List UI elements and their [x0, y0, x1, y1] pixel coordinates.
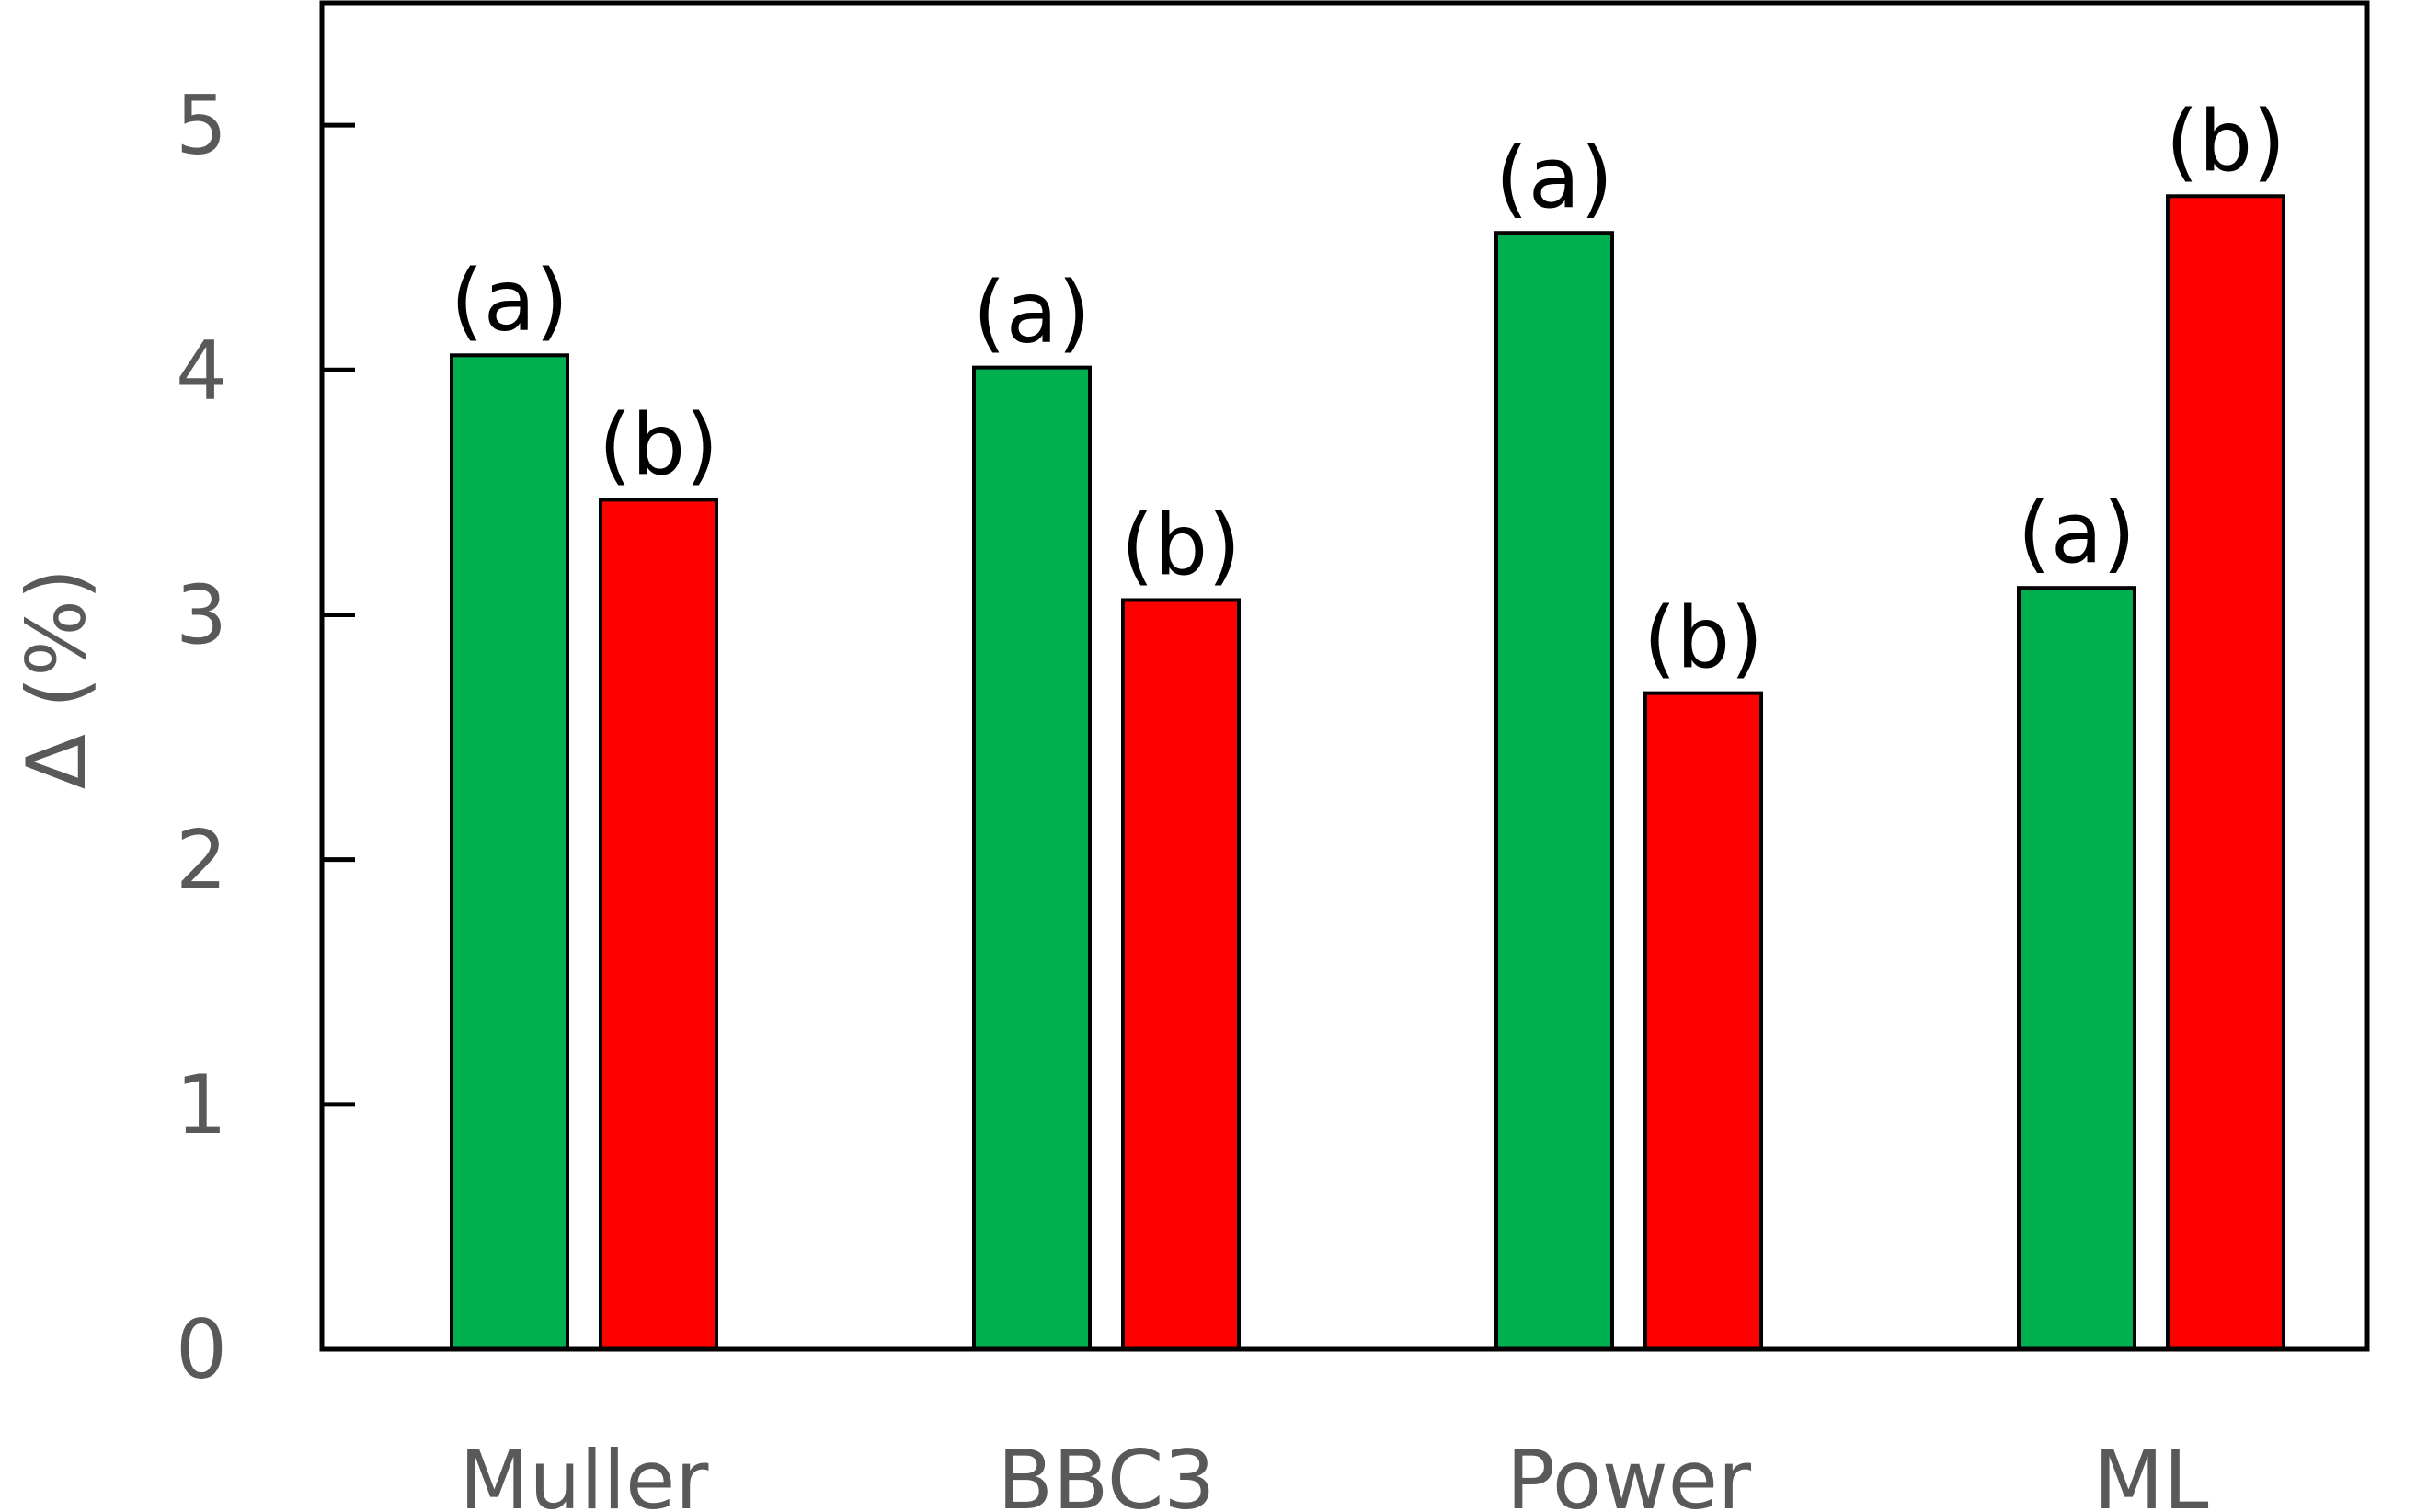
data-label-muller-b: (b)	[599, 395, 718, 494]
y-axis-title: Δ (%)	[9, 568, 104, 789]
bar-ml-a	[2017, 586, 2136, 1351]
x-category-label-ml: ML	[2094, 1433, 2209, 1512]
data-label-power-b: (b)	[1643, 590, 1763, 688]
x-category-label-bbc3: BBC3	[998, 1433, 1216, 1512]
data-labels: (a) (b) (a) (b) (a) (b) (a) (b)	[451, 92, 2285, 687]
data-label-muller-a: (a)	[451, 251, 568, 349]
data-label-ml-b: (b)	[2166, 92, 2285, 190]
bar-muller-b	[599, 498, 718, 1351]
y-tick-label-5: 5	[176, 78, 227, 173]
y-tick-label-4: 4	[176, 323, 227, 418]
bar-power-b	[1643, 691, 1763, 1351]
data-label-ml-a: (a)	[2018, 484, 2135, 582]
data-label-bbc3-b: (b)	[1121, 496, 1241, 594]
y-tick-label-1: 1	[176, 1058, 227, 1152]
data-label-power-a: (a)	[1495, 129, 1613, 227]
x-axis-category-labels: Muller BBC3 Power ML	[460, 1433, 2209, 1512]
x-category-label-power: Power	[1506, 1433, 1752, 1512]
bar-bbc3-b	[1121, 598, 1241, 1351]
bars	[450, 194, 2285, 1352]
bar-bbc3-a	[972, 365, 1092, 1351]
bar-muller-a	[450, 353, 569, 1352]
bar-ml-b	[2166, 194, 2285, 1351]
x-category-label-muller: Muller	[460, 1433, 710, 1512]
data-label-bbc3-a: (a)	[973, 264, 1091, 362]
y-tick-label-3: 3	[176, 567, 227, 662]
bar-power-a	[1494, 231, 1614, 1351]
plot-frame	[319, 0, 2370, 1352]
y-tick-label-0: 0	[176, 1302, 227, 1397]
y-tick-label-2: 2	[176, 813, 227, 908]
y-axis-ticks: 0 1 2 3 4 5	[176, 78, 355, 1397]
